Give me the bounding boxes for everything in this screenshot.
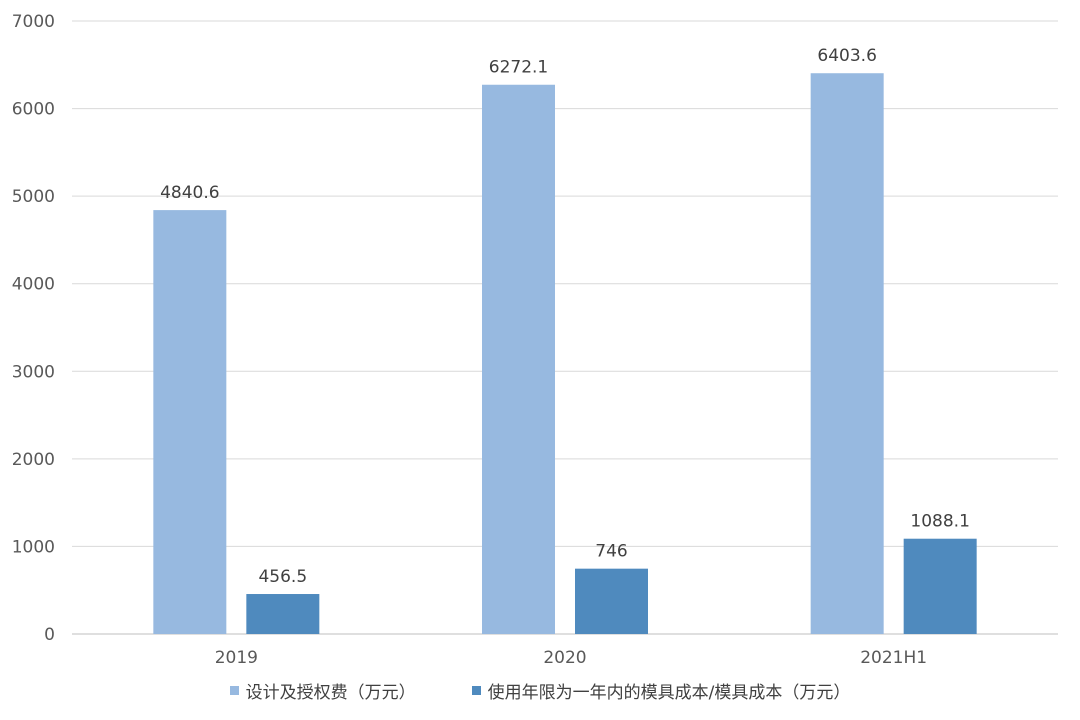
data-label-mold-cost-2021H1: 1088.1 bbox=[910, 512, 969, 532]
y-tick-label-3000: 3000 bbox=[12, 362, 55, 382]
y-tick-label-5000: 5000 bbox=[12, 187, 55, 207]
bar-mold-cost-2020 bbox=[575, 568, 648, 634]
legend: 设计及授权费（万元） 使用年限为一年内的模具成本/模具成本（万元） bbox=[0, 672, 1080, 708]
data-labels: 4840.6 456.5 6272.1 746 6403.6 1088.1 bbox=[160, 46, 970, 587]
data-label-design-license-fee-2021H1: 6403.6 bbox=[817, 46, 876, 66]
y-tick-label-4000: 4000 bbox=[12, 275, 55, 295]
y-tick-label-0: 0 bbox=[44, 625, 55, 645]
y-tick-label-7000: 7000 bbox=[12, 12, 55, 32]
x-tick-label-2019: 2019 bbox=[215, 648, 258, 668]
data-label-design-license-fee-2020: 6272.1 bbox=[489, 58, 548, 78]
y-axis: 0 1000 2000 3000 4000 5000 6000 7000 bbox=[12, 12, 55, 645]
legend-label-mold-cost: 使用年限为一年内的模具成本/模具成本（万元） bbox=[487, 682, 851, 703]
x-axis: 2019 2020 2021H1 bbox=[215, 648, 927, 668]
data-label-mold-cost-2019: 456.5 bbox=[258, 567, 307, 587]
legend-swatch-mold-cost bbox=[471, 685, 481, 695]
y-tick-label-6000: 6000 bbox=[12, 100, 55, 120]
gridlines bbox=[72, 20, 1058, 635]
legend-item-design-license-fee: 设计及授权费（万元） bbox=[229, 678, 416, 703]
legend-label-design-license-fee: 设计及授权费（万元） bbox=[245, 682, 416, 703]
bar-design-license-fee-2021H1 bbox=[810, 73, 884, 634]
bars bbox=[153, 73, 977, 635]
x-tick-label-2020: 2020 bbox=[543, 648, 586, 668]
y-tick-label-1000: 1000 bbox=[12, 537, 55, 557]
bar-mold-cost-2021H1 bbox=[903, 538, 977, 634]
y-tick-label-2000: 2000 bbox=[12, 450, 55, 470]
legend-item-mold-cost: 使用年限为一年内的模具成本/模具成本（万元） bbox=[471, 678, 851, 703]
x-tick-label-2021H1: 2021H1 bbox=[860, 648, 927, 668]
bar-mold-cost-2019 bbox=[246, 594, 320, 634]
data-label-mold-cost-2020: 746 bbox=[595, 542, 627, 562]
bar-chart: 0 1000 2000 3000 4000 5000 6000 7000 4840.6 456.… bbox=[12, 12, 1058, 668]
data-label-design-license-fee-2019: 4840.6 bbox=[160, 183, 219, 203]
bar-design-license-fee-2019 bbox=[153, 210, 227, 634]
bar-design-license-fee-2020 bbox=[482, 84, 555, 635]
legend-swatch-design-license-fee bbox=[229, 685, 239, 695]
